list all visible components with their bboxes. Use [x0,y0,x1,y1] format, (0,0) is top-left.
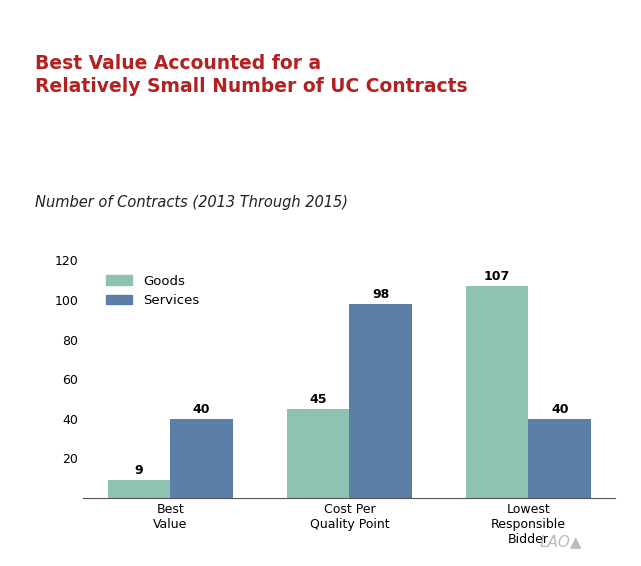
Text: 40: 40 [193,403,210,416]
Text: 107: 107 [484,270,510,283]
Bar [287,409,349,498]
Bar [171,419,233,498]
Text: 9: 9 [135,464,143,477]
Text: Figure 3: Figure 3 [12,15,76,29]
Bar [528,419,591,498]
Text: 45: 45 [309,393,327,406]
Bar [349,304,412,498]
Bar [466,286,528,498]
Text: LAO▲: LAO▲ [540,534,582,549]
Text: 40: 40 [551,403,569,416]
Text: 98: 98 [372,288,389,301]
Text: Best Value Accounted for a
Relatively Small Number of UC Contracts: Best Value Accounted for a Relatively Sm… [35,54,468,96]
Text: Number of Contracts (2013 Through 2015): Number of Contracts (2013 Through 2015) [35,195,348,211]
Bar [108,480,171,498]
Legend: Goods, Services: Goods, Services [101,269,204,312]
